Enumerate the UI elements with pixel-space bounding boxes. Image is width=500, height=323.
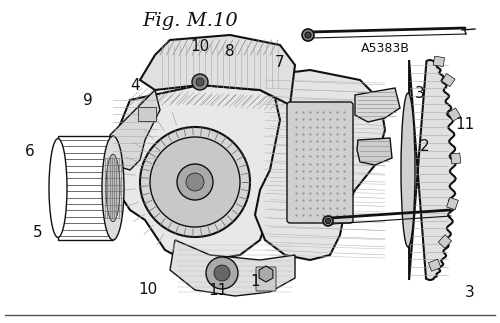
Text: 10: 10 xyxy=(190,39,210,54)
Text: Fig. M.10: Fig. M.10 xyxy=(142,12,238,30)
Circle shape xyxy=(302,29,314,41)
Bar xyxy=(138,107,156,121)
Text: 11: 11 xyxy=(456,117,474,132)
Polygon shape xyxy=(170,240,295,296)
Polygon shape xyxy=(355,88,400,122)
Text: 11: 11 xyxy=(208,283,227,298)
Polygon shape xyxy=(110,90,160,170)
Polygon shape xyxy=(255,70,385,260)
Circle shape xyxy=(214,265,230,281)
Ellipse shape xyxy=(102,136,124,240)
Text: 5: 5 xyxy=(32,225,42,240)
Bar xyxy=(438,235,452,248)
Circle shape xyxy=(186,173,204,191)
Text: 7: 7 xyxy=(275,56,285,70)
Bar xyxy=(448,108,461,121)
Circle shape xyxy=(192,74,208,90)
Ellipse shape xyxy=(49,139,67,237)
Text: 8: 8 xyxy=(225,44,235,59)
Bar xyxy=(451,153,461,164)
Circle shape xyxy=(326,218,330,224)
Circle shape xyxy=(140,127,250,237)
Bar xyxy=(434,56,444,67)
Text: 3: 3 xyxy=(465,285,475,300)
Polygon shape xyxy=(140,35,295,105)
FancyBboxPatch shape xyxy=(287,102,353,223)
Bar xyxy=(428,259,441,271)
Circle shape xyxy=(206,257,238,289)
Polygon shape xyxy=(409,60,456,280)
Ellipse shape xyxy=(401,93,415,247)
Text: 6: 6 xyxy=(25,144,35,159)
Text: 4: 4 xyxy=(130,78,140,93)
Circle shape xyxy=(323,216,333,226)
Circle shape xyxy=(196,78,204,86)
Circle shape xyxy=(150,137,240,227)
Ellipse shape xyxy=(106,154,120,222)
Text: 10: 10 xyxy=(138,282,157,297)
Bar xyxy=(58,136,113,240)
Text: 3: 3 xyxy=(415,86,425,101)
Polygon shape xyxy=(357,138,392,165)
Text: 1: 1 xyxy=(250,274,260,288)
FancyBboxPatch shape xyxy=(256,267,276,291)
Bar xyxy=(442,74,455,87)
Circle shape xyxy=(177,164,213,200)
Text: 2: 2 xyxy=(420,140,430,154)
Circle shape xyxy=(305,32,311,38)
Bar xyxy=(446,197,458,210)
Polygon shape xyxy=(118,85,290,260)
Text: 9: 9 xyxy=(82,93,92,108)
Text: A5383B: A5383B xyxy=(360,42,410,55)
